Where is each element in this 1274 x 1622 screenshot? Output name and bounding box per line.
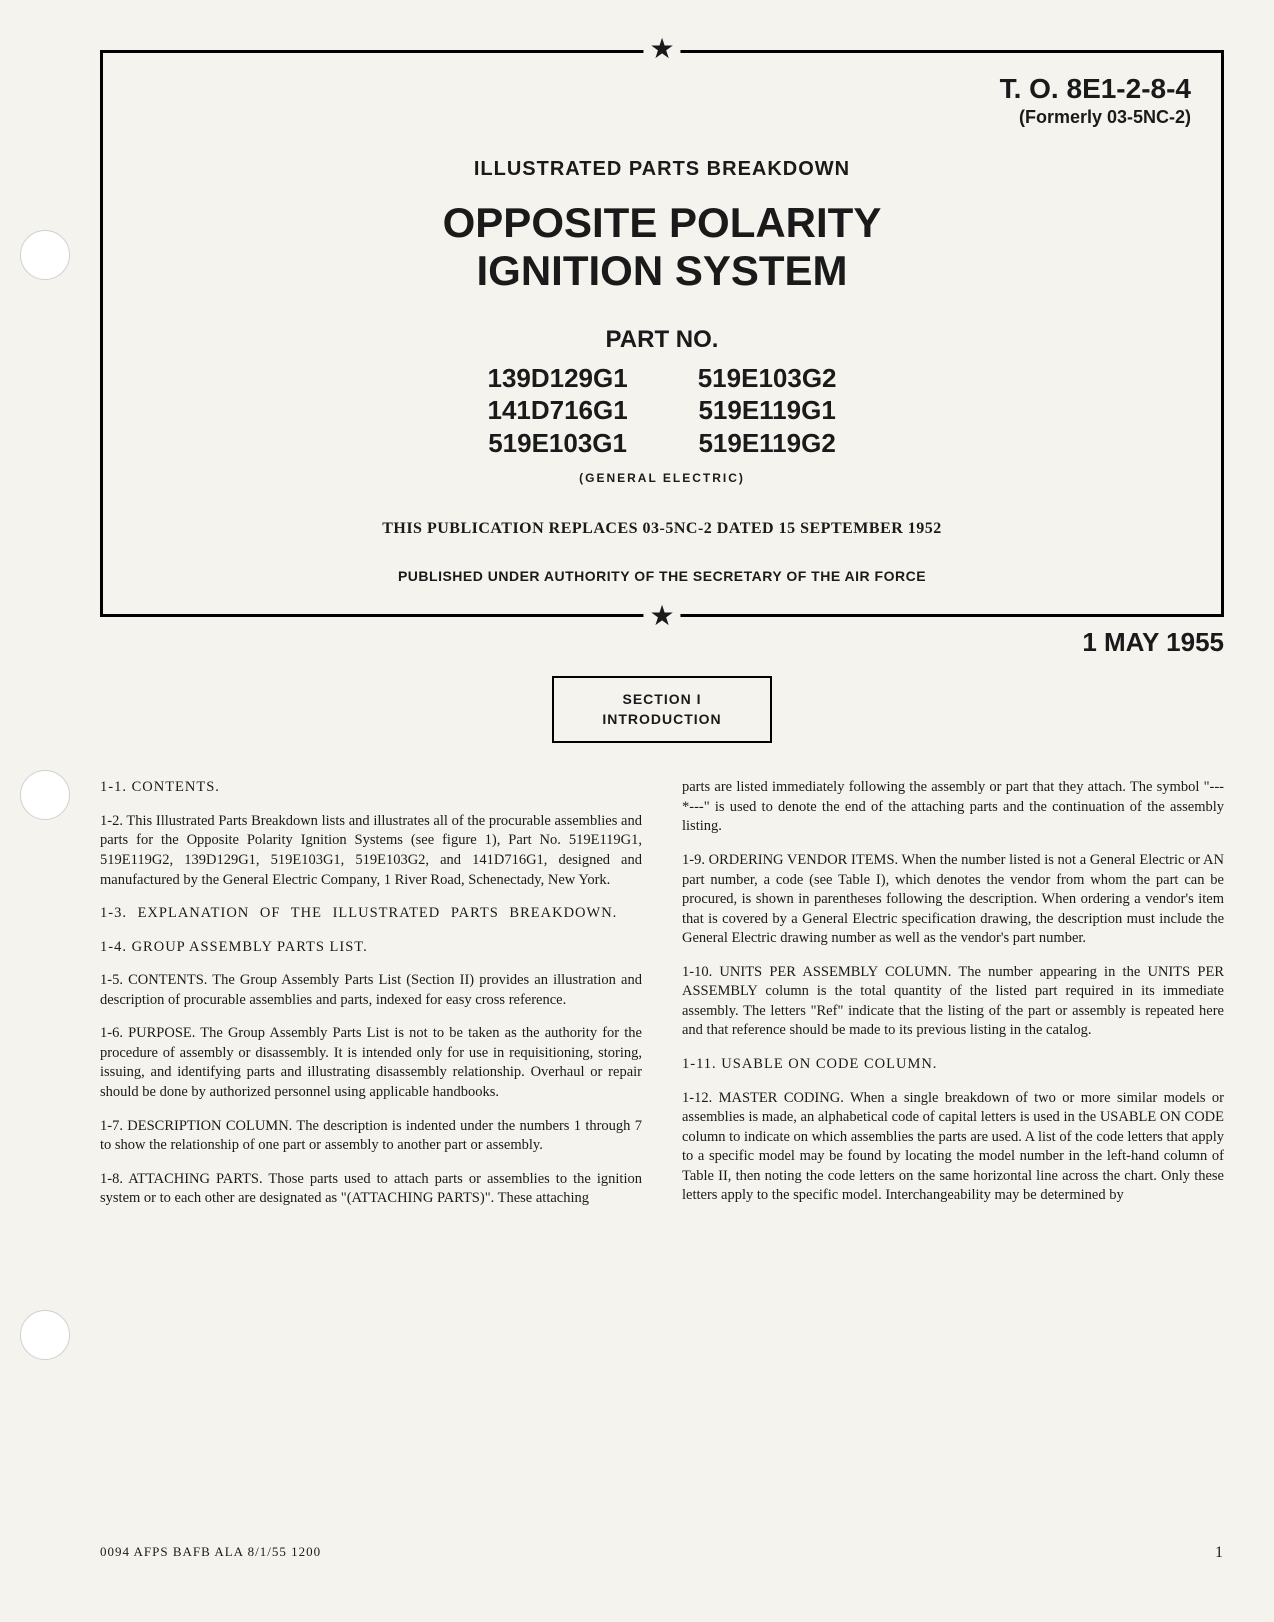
page-content: ★ T. O. 8E1-2-8-4 (Formerly 03-5NC-2) IL… <box>100 50 1224 1562</box>
punch-hole <box>20 1310 70 1360</box>
para-1-9: 1-9. ORDERING VENDOR ITEMS. When the num… <box>682 851 1224 949</box>
part-number: 519E103G1 <box>487 427 627 460</box>
para-1-11: 1-11. USABLE ON CODE COLUMN. <box>682 1055 1224 1075</box>
para-1-5: 1-5. CONTENTS. The Group Assembly Parts … <box>100 971 642 1010</box>
doc-number-former: (Formerly 03-5NC-2) <box>133 107 1191 128</box>
title-line-1: OPPOSITE POLARITY <box>133 199 1191 247</box>
part-number: 141D716G1 <box>487 394 627 427</box>
print-imprint: 0094 AFPS BAFB ALA 8/1/55 1200 <box>100 1544 321 1562</box>
body-text: 1-1. CONTENTS. 1-2. This Illustrated Par… <box>100 778 1224 1209</box>
title-line-2: IGNITION SYSTEM <box>133 247 1191 295</box>
para-1-6: 1-6. PURPOSE. The Group Assembly Parts L… <box>100 1024 642 1102</box>
punch-hole <box>20 770 70 820</box>
part-col-left: 139D129G1 141D716G1 519E103G1 <box>487 362 627 460</box>
section-title: INTRODUCTION <box>564 710 760 730</box>
para-1-7: 1-7. DESCRIPTION COLUMN. The description… <box>100 1117 642 1156</box>
part-number: 519E119G1 <box>698 394 837 427</box>
para-1-10: 1-10. UNITS PER ASSEMBLY COLUMN. The num… <box>682 963 1224 1041</box>
part-number: 139D129G1 <box>487 362 627 395</box>
publication-date: 1 MAY 1955 <box>100 627 1224 658</box>
manufacturer: (GENERAL ELECTRIC) <box>133 471 1191 485</box>
footer: 0094 AFPS BAFB ALA 8/1/55 1200 1 <box>100 1544 1224 1562</box>
right-column: parts are listed immediately following t… <box>682 778 1224 1209</box>
title-box: ★ T. O. 8E1-2-8-4 (Formerly 03-5NC-2) IL… <box>100 50 1224 617</box>
star-icon: ★ <box>643 39 680 61</box>
para-1-4: 1-4. GROUP ASSEMBLY PARTS LIST. <box>100 938 642 958</box>
part-col-right: 519E103G2 519E119G1 519E119G2 <box>698 362 837 460</box>
section-number: SECTION I <box>564 690 760 710</box>
doc-number-main: T. O. 8E1-2-8-4 <box>133 73 1191 105</box>
main-title: OPPOSITE POLARITY IGNITION SYSTEM <box>133 199 1191 296</box>
para-1-8: 1-8. ATTACHING PARTS. Those parts used t… <box>100 1170 642 1209</box>
section-heading-box: SECTION I INTRODUCTION <box>552 676 772 743</box>
left-column: 1-1. CONTENTS. 1-2. This Illustrated Par… <box>100 778 642 1209</box>
replacement-note: THIS PUBLICATION REPLACES 03-5NC-2 DATED… <box>133 520 1191 538</box>
para-1-12: 1-12. MASTER CODING. When a single break… <box>682 1089 1224 1206</box>
part-no-label: PART NO. <box>133 326 1191 354</box>
para-1-2: 1-2. This Illustrated Parts Breakdown li… <box>100 812 642 890</box>
page-number: 1 <box>1215 1544 1224 1562</box>
punch-hole <box>20 230 70 280</box>
para-1-1: 1-1. CONTENTS. <box>100 778 642 798</box>
part-number: 519E103G2 <box>698 362 837 395</box>
document-number-block: T. O. 8E1-2-8-4 (Formerly 03-5NC-2) <box>133 73 1191 128</box>
subtitle: ILLUSTRATED PARTS BREAKDOWN <box>133 158 1191 181</box>
part-numbers: 139D129G1 141D716G1 519E103G1 519E103G2 … <box>133 362 1191 460</box>
para-1-8-cont: parts are listed immediately following t… <box>682 778 1224 837</box>
part-number: 519E119G2 <box>698 427 837 460</box>
para-1-3: 1-3. EXPLANATION OF THE ILLUSTRATED PART… <box>100 904 642 924</box>
star-icon: ★ <box>643 606 680 628</box>
authority-line: PUBLISHED UNDER AUTHORITY OF THE SECRETA… <box>133 568 1191 584</box>
